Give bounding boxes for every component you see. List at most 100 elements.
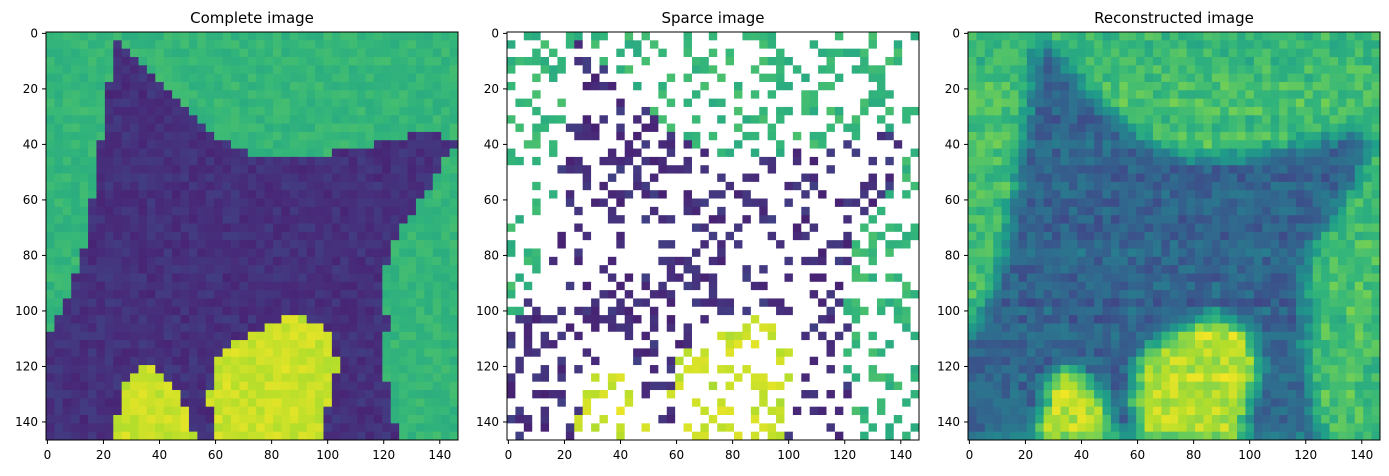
image-cell <box>666 56 676 66</box>
image-cell <box>649 56 659 66</box>
image-cell <box>449 340 459 349</box>
image-cell <box>742 273 752 283</box>
image-cell <box>834 415 844 424</box>
image-cell <box>230 206 240 216</box>
image-cell <box>784 398 794 408</box>
image-cell <box>725 390 735 399</box>
image-cell <box>146 290 156 299</box>
image-cell <box>784 198 794 208</box>
image-cell <box>532 331 542 341</box>
image-cell <box>624 248 634 258</box>
image-cell <box>188 173 198 183</box>
image-cell <box>868 431 878 441</box>
image-cell <box>734 206 743 216</box>
image-cell <box>357 106 366 116</box>
image-cell <box>104 306 114 316</box>
image-cell <box>868 215 878 224</box>
image-cell <box>449 373 459 383</box>
image-cell <box>96 156 106 166</box>
image-cell <box>205 298 215 308</box>
image-cell <box>549 248 558 258</box>
image-cell <box>163 340 173 349</box>
image-cell <box>633 106 642 116</box>
image-cell <box>390 348 400 358</box>
image-cell <box>616 423 626 433</box>
image-cell <box>146 223 156 233</box>
image-cell <box>1228 40 1238 50</box>
image-cell <box>851 431 861 441</box>
image-cell <box>641 381 651 391</box>
panel-reconstructed-image: Reconstructed image 0 20 40 60 80 100 120 14002… <box>937 9 1381 462</box>
image-cell <box>113 98 123 108</box>
image-cell <box>247 340 257 349</box>
image-cell <box>373 348 383 358</box>
image-cell <box>441 406 450 416</box>
image-cell <box>641 298 651 308</box>
image-cell <box>565 290 575 299</box>
image-cell <box>784 356 794 366</box>
image-cell <box>591 123 600 133</box>
image-cell <box>247 181 257 191</box>
image-cell <box>289 240 299 249</box>
image-cell <box>641 240 651 249</box>
image-cell <box>113 323 123 333</box>
image-cell <box>79 48 89 58</box>
image-cell <box>62 231 72 241</box>
image-cell <box>71 198 81 208</box>
image-cell <box>532 115 542 124</box>
image-cell <box>734 265 743 274</box>
image-cell <box>767 131 777 141</box>
image-cell <box>88 273 97 283</box>
image-cell <box>163 315 173 324</box>
image-cell <box>323 181 333 191</box>
image-cell <box>205 373 215 383</box>
image-cell <box>340 190 350 199</box>
image-cell <box>407 140 417 149</box>
image-cell <box>315 398 324 408</box>
image-cell <box>767 56 777 66</box>
image-cell <box>306 190 316 199</box>
image-cell <box>557 415 567 424</box>
image-cell <box>264 140 274 149</box>
image-cell <box>390 190 400 199</box>
image-cell <box>675 390 684 399</box>
image-cell <box>222 106 232 116</box>
image-cell <box>373 290 383 299</box>
image-cell <box>708 240 718 249</box>
image-cell <box>298 106 308 116</box>
image-cell <box>801 306 811 316</box>
image-cell <box>348 356 358 366</box>
image-cell <box>256 240 266 249</box>
image-cell <box>843 32 853 41</box>
image-cell <box>683 223 693 233</box>
image-cell <box>658 40 668 50</box>
image-cell <box>549 373 558 383</box>
image-cell <box>79 323 89 333</box>
image-cell <box>700 381 710 391</box>
image-cell <box>616 90 626 100</box>
image-cell <box>1220 40 1230 50</box>
image-cell <box>902 190 911 199</box>
image-cell <box>826 123 836 133</box>
image-cell <box>658 273 668 283</box>
image-cell <box>902 206 911 216</box>
image-cell <box>273 281 282 291</box>
image-cell <box>675 215 684 224</box>
image-cell <box>633 123 642 133</box>
image-cell <box>113 398 123 408</box>
image-cell <box>407 373 417 383</box>
image-cell <box>624 348 634 358</box>
image-cell <box>449 65 459 75</box>
image-cell <box>767 390 777 399</box>
image-cell <box>306 348 316 358</box>
image-cell <box>222 381 232 391</box>
image-cell <box>54 340 64 349</box>
image-cell <box>700 140 710 149</box>
image-cell <box>146 156 156 166</box>
image-cell <box>340 123 350 133</box>
image-cell <box>79 356 89 366</box>
image-cell <box>834 315 844 324</box>
image-cell <box>424 365 434 374</box>
image-cell <box>750 148 760 158</box>
image-cell <box>146 65 156 75</box>
